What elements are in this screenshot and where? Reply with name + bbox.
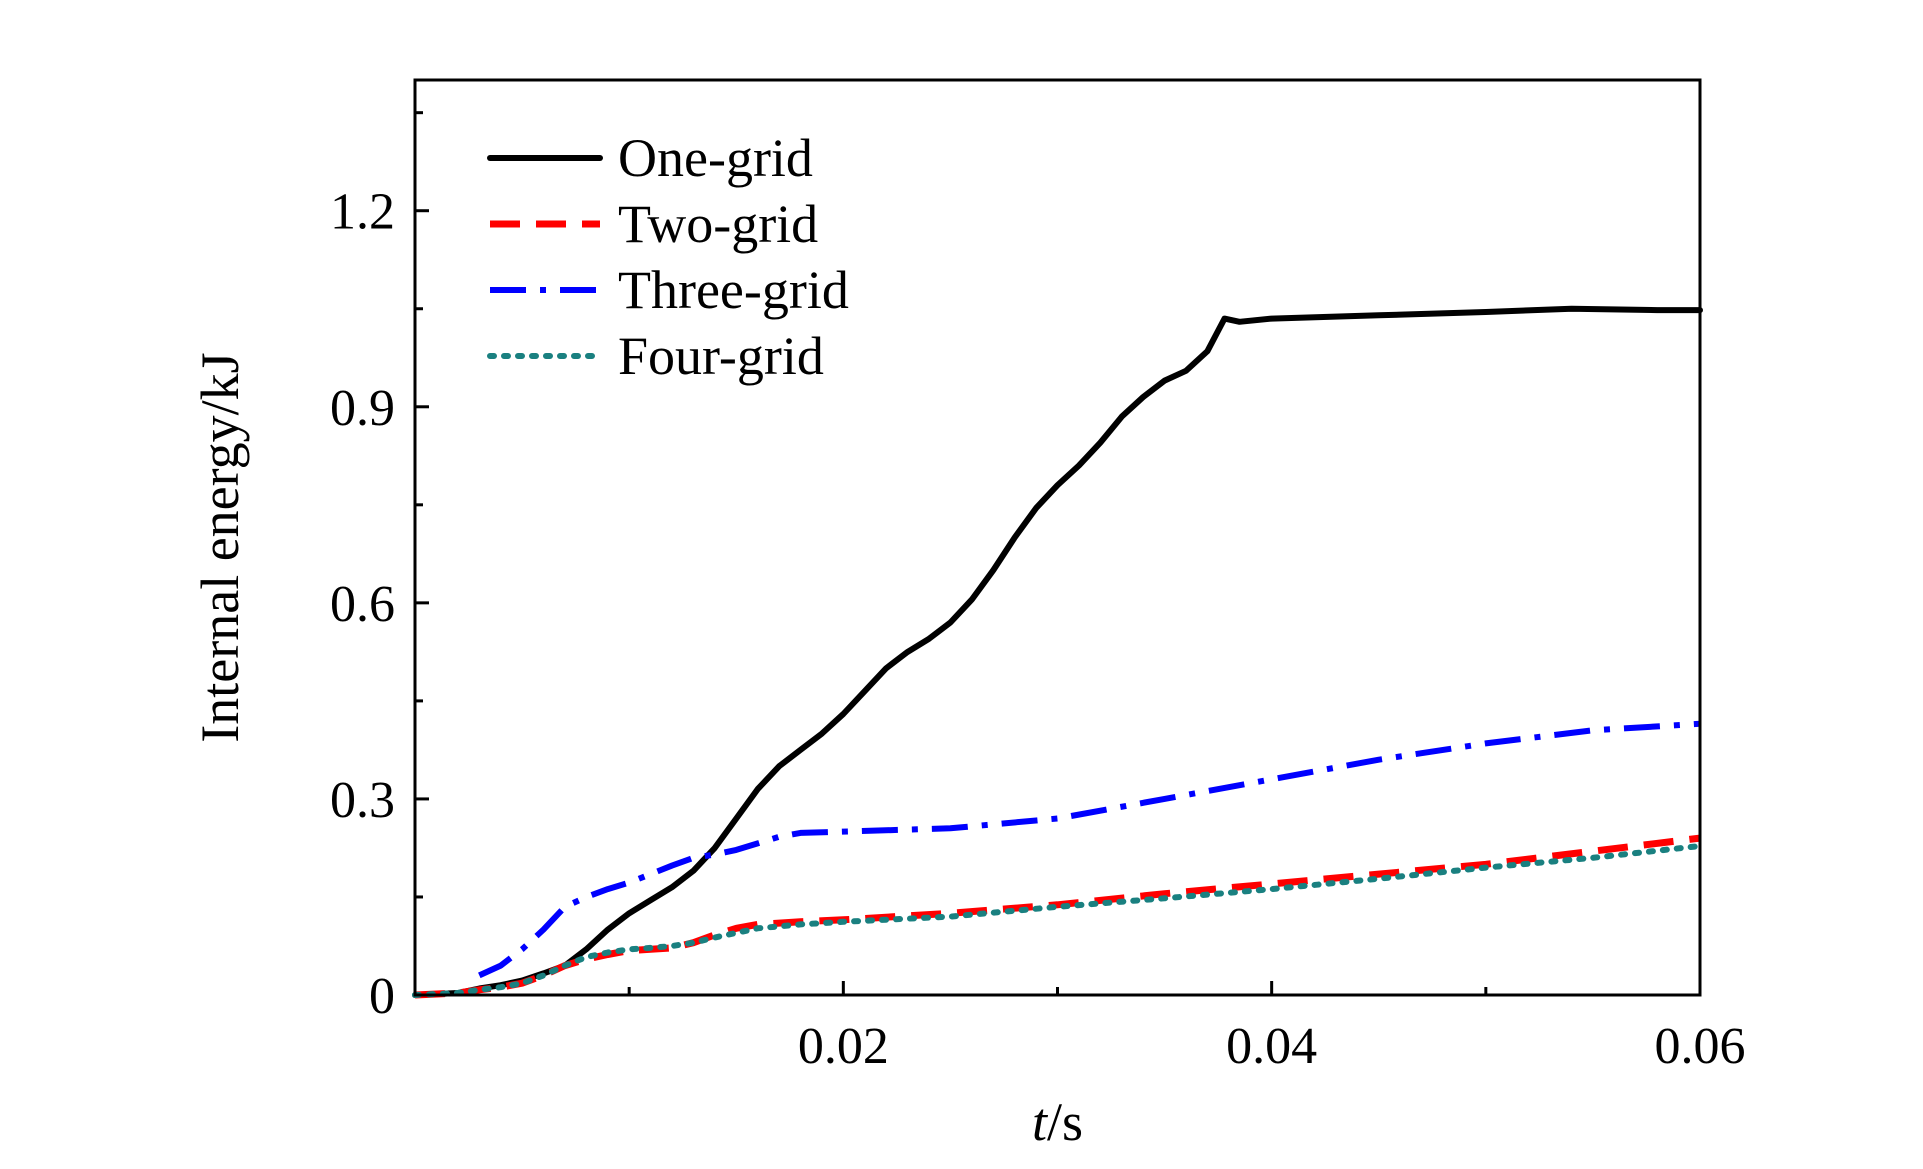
ticks-layer: 0.02 0.04 0.06 0 0.3 0.6 0.9 1.2 <box>330 111 1746 1075</box>
y-tick-label: 1.2 <box>330 184 395 241</box>
x-axis-label-unit: /s <box>1047 1092 1083 1152</box>
y-axis-label: Internal energy/kJ <box>190 352 250 742</box>
series-line-two-grid <box>414 834 1701 999</box>
y-tick-label: 0.9 <box>330 380 395 437</box>
y-tick-label: 0 <box>369 968 395 1025</box>
legend-label: Three-grid <box>618 260 849 320</box>
x-axis-label-variable: t <box>1032 1092 1049 1152</box>
plot-frame <box>413 78 1702 997</box>
series-line-four-grid <box>412 843 1703 998</box>
y-tick-label: 0.6 <box>330 576 395 633</box>
y-tick-label: 0.3 <box>330 772 395 829</box>
series-layer <box>412 305 1703 999</box>
legend-label: Four-grid <box>618 326 824 386</box>
series-line-three-grid <box>478 720 1701 979</box>
series-line-one-grid <box>412 305 1703 998</box>
x-axis-label: t/s <box>1032 1092 1083 1152</box>
x-tick-label: 0.06 <box>1655 1018 1746 1075</box>
x-tick-label: 0.04 <box>1226 1018 1317 1075</box>
legend-label: Two-grid <box>618 194 818 254</box>
legend-label: One-grid <box>618 128 813 188</box>
x-tick-label: 0.02 <box>798 1018 889 1075</box>
